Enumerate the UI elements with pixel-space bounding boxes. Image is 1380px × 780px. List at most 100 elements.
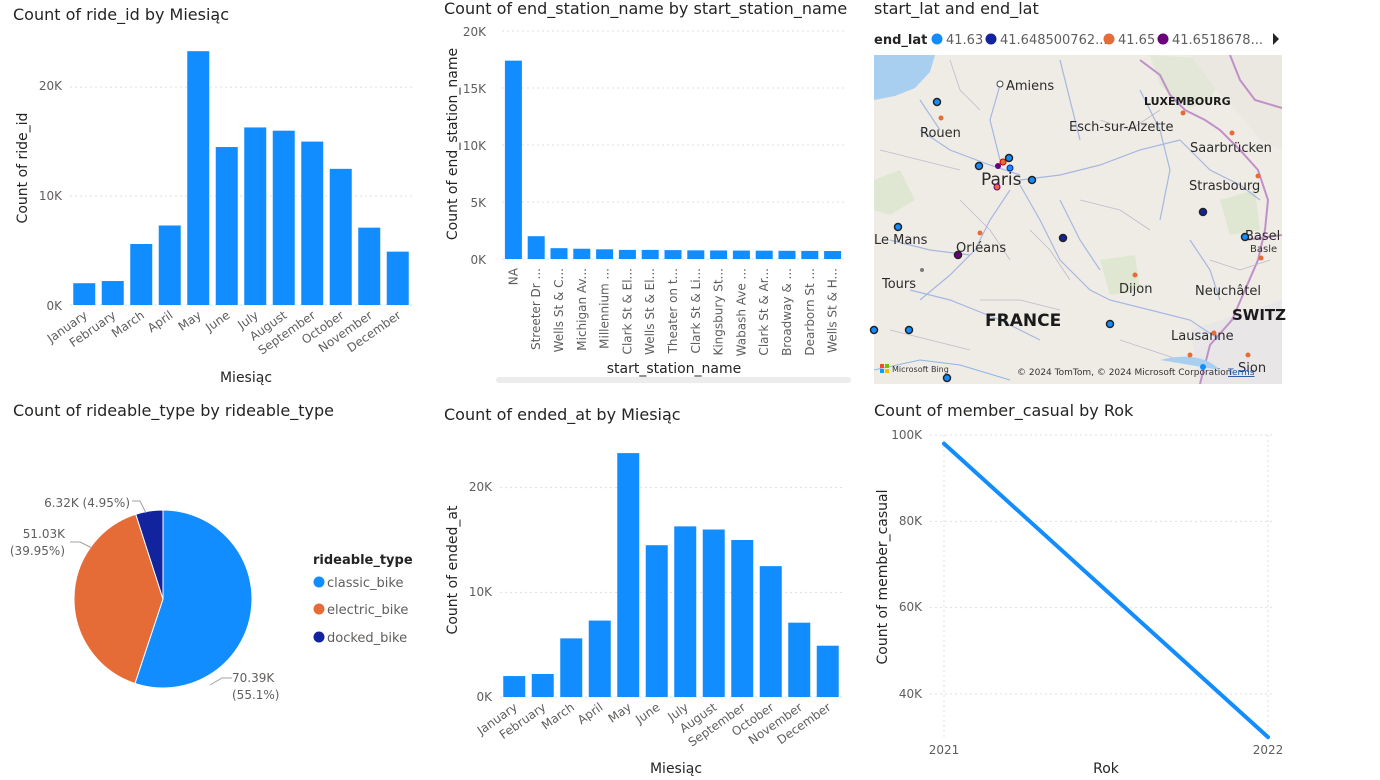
legend-item-docked[interactable]: docked_bike: [327, 631, 407, 646]
bar-august[interactable]: [702, 529, 725, 697]
docked-label: 6.32K (4.95%): [44, 496, 130, 510]
line-ytick-80k: 80K: [899, 514, 923, 528]
place-rouen: Rouen: [920, 126, 961, 141]
bar-clark-st-li[interactable]: [687, 250, 705, 259]
place-basle: Basle: [1250, 244, 1277, 255]
line-ytick-100k: 100K: [891, 428, 923, 442]
x-tick-label: NA: [506, 267, 520, 285]
x-tick-label: June: [202, 308, 232, 335]
bar-july[interactable]: [674, 526, 697, 697]
sea-area: [874, 55, 935, 100]
bar-february[interactable]: [531, 673, 554, 697]
x-tick-label: Broadway & ...: [780, 268, 794, 356]
line-xtick-2021: 2021: [929, 743, 960, 757]
place-esch: Esch-sur-Alzette: [1069, 120, 1174, 135]
ride-xlabel: Miesiąc: [220, 370, 272, 386]
bar-july[interactable]: [244, 127, 267, 305]
bar-september[interactable]: [301, 141, 324, 305]
map-canvas[interactable]: Amiens Rouen Esch-sur-Alzette LUXEMBOURG…: [869, 55, 1287, 384]
bar-dearborn-st[interactable]: [801, 250, 819, 259]
bar-wells-st-c[interactable]: [550, 248, 568, 259]
bar-march[interactable]: [560, 638, 583, 697]
pie-slice-classic-bike[interactable]: [134, 509, 253, 689]
bar-wells-st-el[interactable]: [641, 249, 659, 259]
x-tick-label: May: [176, 308, 204, 334]
place-paris: Paris: [981, 170, 1022, 190]
bar-april[interactable]: [158, 225, 181, 305]
bar-august[interactable]: [272, 130, 295, 305]
bar-november[interactable]: [358, 227, 381, 305]
map-visual[interactable]: start_lat and end_lat end_lat 41.63 41.6…: [860, 0, 1290, 395]
x-tick-label: April: [575, 700, 606, 727]
bar-may[interactable]: [187, 51, 210, 305]
pie-slice-electric-bike[interactable]: [73, 513, 164, 685]
map-chart: start_lat and end_lat end_lat 41.63 41.6…: [869, 0, 1287, 384]
x-tick-label: Clark St & Ar...: [757, 268, 771, 356]
x-tick-label: Clark St & El...: [620, 268, 634, 354]
ride-id-chart-title: Count of ride_id by Miesiąc: [13, 5, 229, 25]
bar-november[interactable]: [788, 622, 811, 697]
legend-item-electric[interactable]: electric_bike: [327, 603, 408, 618]
x-tick-label: Theater on t...: [666, 268, 680, 354]
bar-clark-st-el[interactable]: [618, 249, 636, 259]
pie-chart-title: Count of rideable_type by rideable_type: [13, 401, 334, 421]
bar-na[interactable]: [504, 60, 522, 259]
bar-kingsbury-st[interactable]: [710, 250, 728, 259]
bar-february[interactable]: [101, 281, 124, 305]
bar-broadway[interactable]: [778, 250, 796, 259]
bar-michigan-av[interactable]: [573, 248, 591, 259]
station-scrollbar[interactable]: [496, 377, 851, 383]
legend-swatch-electric: [313, 603, 325, 615]
bar-april[interactable]: [588, 620, 611, 697]
electric-leader-line: [70, 541, 93, 549]
pie-chart-visual[interactable]: Count of rideable_type by rideable_type …: [0, 395, 430, 780]
bar-january[interactable]: [73, 283, 96, 305]
map-legend-item: 41.63: [946, 33, 983, 48]
place-switz: SWITZ: [1232, 306, 1286, 324]
ride-id-chart-visual[interactable]: Count of ride_id by Miesiąc January Febru…: [0, 0, 430, 395]
bar-december[interactable]: [816, 645, 839, 697]
ended-at-chart-visual[interactable]: Count of ended_at by Miesiąc January Febr…: [430, 395, 860, 780]
map-legend-swatch: [1157, 33, 1169, 45]
bar-october[interactable]: [329, 168, 352, 305]
bar-streeter-dr[interactable]: [527, 236, 545, 259]
bar-october[interactable]: [759, 566, 782, 697]
member-casual-line[interactable]: [942, 441, 1270, 740]
bar-june[interactable]: [215, 147, 238, 305]
bar-wells-st-h[interactable]: [824, 251, 842, 259]
bar-january[interactable]: [503, 676, 526, 697]
station-ytick-0k: 0K: [470, 253, 487, 267]
bar-march[interactable]: [130, 243, 153, 305]
member-casual-chart-visual[interactable]: Count of member_casual by Rok 100K 80K 6…: [860, 395, 1290, 780]
x-tick-label: Michigan Av...: [575, 268, 589, 351]
pie-slice-docked-bike[interactable]: [135, 509, 164, 600]
map-legend-item: 41.6518678...: [1172, 33, 1263, 48]
place-tours: Tours: [881, 277, 916, 292]
place-saarbrucken: Saarbrücken: [1190, 141, 1272, 156]
line-ytick-40k: 40K: [899, 687, 923, 701]
ended-ytick-0k: 0K: [476, 690, 493, 704]
map-legend: end_lat 41.63 41.648500762... 41.65 41.6…: [874, 33, 1279, 48]
station-chart-title: Count of end_station_name by start_stati…: [444, 0, 847, 19]
line-xlabel: Rok: [1093, 761, 1120, 777]
bar-wabash-ave[interactable]: [732, 250, 750, 259]
bar-december[interactable]: [386, 251, 409, 305]
station-ytick-10k: 10K: [463, 139, 487, 153]
bar-june[interactable]: [645, 545, 668, 697]
x-tick-label: Millennium ...: [598, 268, 612, 349]
station-chart-visual[interactable]: Count of end_station_name by start_stati…: [430, 0, 860, 395]
legend-next-arrow-icon[interactable]: [1273, 33, 1279, 45]
bar-millennium[interactable]: [596, 249, 614, 259]
bar-theater-on-t[interactable]: [664, 250, 682, 259]
legend-swatch-classic: [313, 576, 325, 588]
ride-ylabel: Count of ride_id: [15, 113, 31, 224]
bar-may[interactable]: [617, 453, 640, 697]
x-tick-label: Wells St & C...: [552, 268, 566, 352]
place-sion: Sion: [1238, 361, 1266, 376]
bar-clark-st-ar[interactable]: [755, 250, 773, 259]
classic-leader-line: [209, 677, 232, 686]
legend-item-classic[interactable]: classic_bike: [327, 576, 403, 591]
map-terms-link[interactable]: Terms: [1227, 368, 1255, 378]
bar-september[interactable]: [731, 539, 754, 697]
bing-logo: Microsoft Bing: [880, 364, 949, 374]
